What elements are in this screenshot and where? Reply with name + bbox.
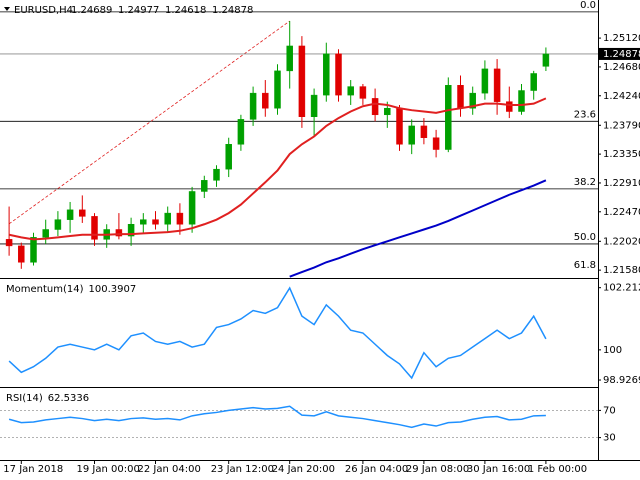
x-tick-label: 26 Jan 04:00 [345, 464, 408, 475]
header-open: 1.24689 [71, 5, 112, 16]
candle-body [30, 237, 37, 263]
candle-body [506, 101, 513, 112]
indicator-value: 100.3907 [89, 284, 137, 295]
candle-body [249, 92, 257, 120]
candle-body [213, 168, 220, 181]
candle-body [384, 107, 391, 116]
candle-body [542, 53, 550, 67]
y-tick-label: 1.22470 [603, 207, 640, 218]
fib-trendline [8, 20, 290, 225]
x-tick-label: 19 Jan 00:00 [77, 464, 140, 475]
x-tick-label: 1 Feb 00:00 [528, 464, 587, 475]
y-tick-label: 1.24240 [603, 91, 640, 102]
y-tick-label: 100 [603, 345, 622, 356]
header-low: 1.24618 [165, 5, 206, 16]
candle-body [359, 86, 367, 99]
fib-level-label: 38.2 [574, 177, 596, 188]
y-tick-label: 1.25120 [603, 33, 640, 44]
indicator-title: Momentum(14) [6, 284, 84, 295]
candle-body [140, 219, 147, 225]
candle-body [18, 245, 25, 263]
current-price-box [599, 47, 640, 60]
candle-body [323, 53, 330, 96]
candle-body [5, 239, 13, 247]
candle-body [530, 73, 537, 91]
fib-level-label: 50.0 [574, 232, 596, 243]
candle-body [469, 92, 476, 109]
candle-body [457, 85, 464, 109]
candle-body [408, 125, 415, 145]
candle-body [237, 119, 245, 145]
y-tick-label: 1.23790 [603, 120, 640, 131]
menu-icon [4, 7, 10, 11]
x-tick-label: 22 Jan 04:00 [138, 464, 201, 475]
candle-body [79, 209, 86, 217]
current-price-label: 1.24878 [603, 49, 640, 60]
candle-body [335, 53, 342, 96]
y-tick-label: 98.9269 [603, 375, 640, 386]
header-high: 1.24977 [118, 5, 159, 16]
x-tick-label: 29 Jan 08:00 [406, 464, 469, 475]
y-tick-label: 1.24680 [603, 62, 640, 73]
candle-body [201, 180, 208, 192]
y-tick-label: 102.212 [603, 283, 640, 294]
candle-body [481, 68, 489, 94]
candle-body [42, 229, 49, 238]
candle-body [115, 229, 123, 237]
candle-body [54, 219, 62, 230]
x-tick-label: 17 Jan 2018 [3, 464, 63, 475]
candle-body [445, 85, 452, 150]
candle-body [371, 98, 379, 116]
candle-body [91, 216, 98, 240]
candle-body [188, 191, 196, 225]
candle-body [310, 94, 318, 117]
header-close: 1.24878 [212, 5, 253, 16]
candle-body [396, 107, 403, 145]
candle-body [262, 92, 269, 109]
chart-title: EURUSD,H4 [14, 5, 73, 16]
candle-body [298, 45, 306, 117]
indicator-line [8, 405, 546, 429]
y-tick-label: 1.22910 [603, 178, 640, 189]
candle-body [347, 86, 354, 96]
indicator-line [8, 286, 547, 380]
fib-level-label: 23.6 [574, 109, 596, 120]
y-tick-label: 30 [603, 433, 616, 444]
moving-average [289, 179, 547, 278]
candle-body [493, 68, 501, 102]
indicator-title: RSI(14) [6, 393, 43, 404]
y-tick-label: 70 [603, 405, 616, 416]
candle-body [176, 212, 184, 225]
candle-body [286, 45, 293, 72]
indicator-value: 62.5336 [48, 393, 89, 404]
x-tick-label: 30 Jan 16:00 [467, 464, 530, 475]
candle-body [127, 223, 135, 237]
fib-level-label: 61.8 [574, 260, 596, 271]
candle-body [66, 209, 74, 220]
candle-body [432, 137, 440, 150]
candle-body [164, 212, 171, 225]
y-tick-label: 1.23350 [603, 149, 640, 160]
x-tick-label: 23 Jan 12:00 [211, 464, 274, 475]
moving-average [8, 97, 547, 241]
x-tick-label: 24 Jan 20:00 [272, 464, 335, 475]
candle-body [274, 70, 281, 109]
candle-body [225, 144, 232, 170]
candle-body [152, 219, 159, 225]
candle-body [420, 125, 428, 138]
candle-body [518, 90, 525, 112]
y-tick-label: 1.22020 [603, 236, 640, 247]
fib-level-label: 0.0 [580, 0, 596, 11]
